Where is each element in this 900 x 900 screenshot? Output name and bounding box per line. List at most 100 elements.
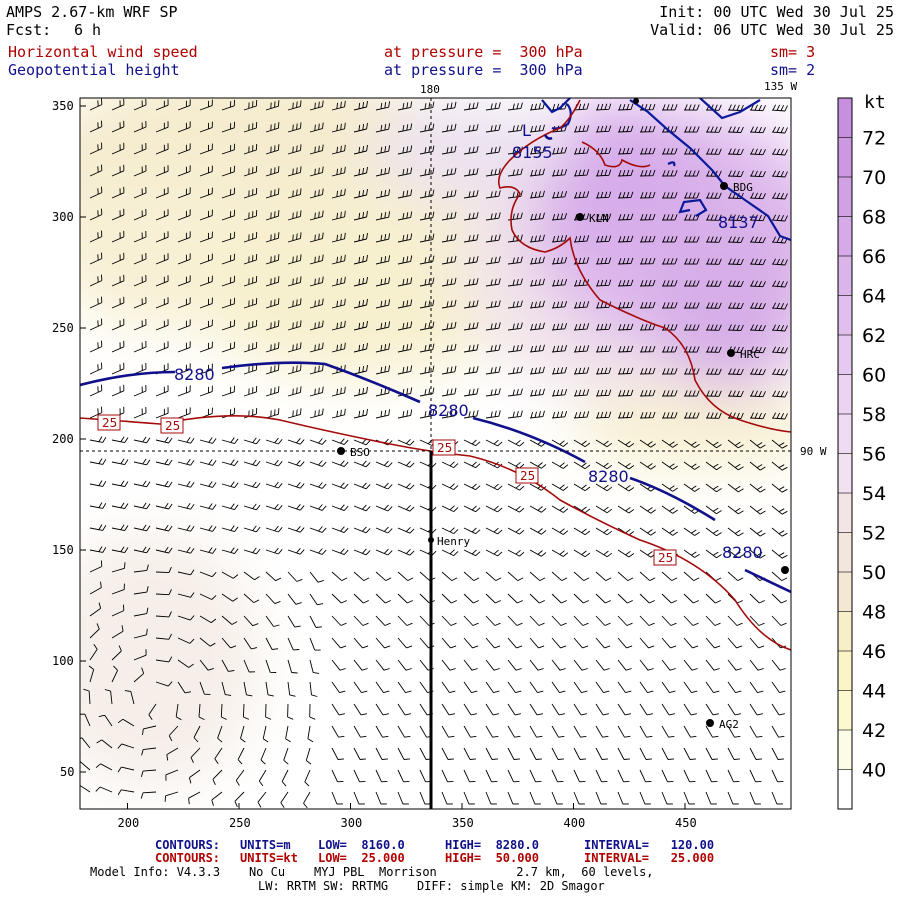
model-title: AMPS 2.67-km WRF SP <box>6 3 178 21</box>
x-tick-label: 300 <box>341 816 363 830</box>
colorbar-swatch <box>838 532 852 573</box>
colorbar-tick-label: 50 <box>862 562 886 584</box>
contour1-low: LOW= 8160.0 <box>318 838 405 852</box>
colorbar-unit: kt <box>864 92 886 113</box>
colorbar-swatch <box>838 374 852 415</box>
colorbar-tick-label: 60 <box>862 365 886 387</box>
colorbar-swatch <box>838 690 852 731</box>
field2-smoothing: sm= 2 <box>770 61 816 79</box>
station-marker <box>727 349 735 357</box>
station-label: KLN <box>589 212 609 225</box>
colorbar-swatch <box>838 769 852 810</box>
colorbar-swatch <box>838 137 852 178</box>
y-tick-label: 350 <box>52 99 74 113</box>
contour2-low: LOW= 25.000 <box>318 851 405 865</box>
colorbar-swatch <box>838 335 852 375</box>
wind-speed-contours <box>80 99 791 651</box>
colorbar-swatch <box>838 216 852 257</box>
colorbar-tick-label: 64 <box>862 286 886 308</box>
colorbar-swatch <box>838 651 852 691</box>
coastline <box>541 98 791 242</box>
station-label: HRC <box>740 348 760 361</box>
x-tick-label: 200 <box>118 816 140 830</box>
x-tick-label: 350 <box>452 816 474 830</box>
field1-smoothing: sm= 3 <box>770 43 816 61</box>
station-label: BDG <box>733 181 753 194</box>
field2-level: at pressure = 300 hPa <box>384 61 583 79</box>
wind-speed-shading <box>80 98 791 809</box>
contour2-label: CONTOURS: <box>155 851 221 865</box>
colorbar-tick-label: 58 <box>862 404 886 426</box>
height-low-label: L <box>522 121 531 140</box>
contour1-high: HIGH= 8280.0 <box>445 838 539 852</box>
axes: 200 250 300 350 400 450 350 300 250 200 150 100 50 <box>52 99 697 830</box>
field2-name: Geopotential height <box>8 61 180 79</box>
height-label: 8137 <box>718 213 759 232</box>
forecast-label: Fcst: <box>6 21 52 39</box>
station-marker <box>720 182 728 190</box>
colorbar-tick-label: 42 <box>862 720 886 742</box>
station-marker <box>781 566 789 574</box>
model-info-line1: Model Info: V4.3.3 No Cu MYJ PBL Morriso… <box>90 865 654 879</box>
longitude-labels: 180 135 W 90 W <box>420 80 827 458</box>
colorbar-tick-label: 62 <box>862 325 886 347</box>
colorbar-swatch <box>838 453 852 494</box>
stations: KLN BDG HRC BSO Henry AG2 <box>337 98 789 731</box>
station-label: BSO <box>350 446 370 459</box>
height-label: 8280 <box>428 401 469 420</box>
contour2-high: HIGH= 50.000 <box>445 851 539 865</box>
height-labels: 8280 8280 8280 8280 8155 8137 L <box>174 121 763 562</box>
speed-label: 25 <box>658 551 673 565</box>
speed-label: 25 <box>165 419 180 433</box>
colorbar-tick-label: 72 <box>862 128 886 150</box>
forecast-value: 6 h <box>74 21 102 39</box>
colorbar-tick-label: 46 <box>862 641 886 663</box>
speed-label: 25 <box>520 469 535 483</box>
height-label: 8280 <box>722 543 763 562</box>
colorbar-tick-label: 48 <box>862 602 886 624</box>
colorbar-tick-label: 44 <box>862 681 886 703</box>
colorbar-tick-label: 68 <box>862 207 886 229</box>
speed-label: 25 <box>102 416 117 430</box>
barb-field <box>80 98 788 809</box>
colorbar-swatch <box>838 493 852 533</box>
height-label: 8280 <box>174 365 215 384</box>
plot-frame <box>79 97 792 810</box>
station-marker <box>633 98 639 104</box>
x-tick-label: 400 <box>564 816 586 830</box>
height-label: 8155 <box>512 143 553 162</box>
speed-label: 25 <box>437 441 452 455</box>
contour1-label: CONTOURS: <box>155 838 221 852</box>
colorbar-tick-label: 40 <box>862 760 886 782</box>
colorbar: kt 72 70 68 66 64 62 60 58 56 54 52 50 48 46 44 42 40 <box>837 92 886 810</box>
station-marker <box>576 213 584 221</box>
colorbar-tick-label: 52 <box>862 523 886 545</box>
colorbar-tick-label: 70 <box>862 167 886 189</box>
colorbar-swatch <box>838 177 852 217</box>
wind-barbs <box>80 98 788 809</box>
y-tick-label: 200 <box>52 432 74 446</box>
colorbar-swatch <box>838 256 852 296</box>
field1-level: at pressure = 300 hPa <box>384 43 583 61</box>
station-label: Henry <box>437 535 470 548</box>
colorbar-swatch <box>838 572 852 612</box>
colorbar-swatch <box>838 730 852 770</box>
lon-label-right: 90 W <box>800 445 827 458</box>
colorbar-swatch <box>838 98 852 138</box>
colorbar-tick-label: 66 <box>862 246 886 268</box>
contour1-interval: INTERVAL= 120.00 <box>584 838 715 852</box>
y-tick-label: 50 <box>60 765 74 779</box>
colorbar-swatch <box>838 611 852 652</box>
y-tick-label: 300 <box>52 210 74 224</box>
height-contours <box>80 134 791 594</box>
y-tick-label: 250 <box>52 321 74 335</box>
lon-label-top: 180 <box>420 83 440 96</box>
station-marker <box>428 537 434 543</box>
model-info-line2: LW: RRTM SW: RRTMG DIFF: simple KM: 2D S… <box>258 879 605 893</box>
valid-time: Valid: 06 UTC Wed 30 Jul 25 <box>650 21 894 39</box>
field1-name: Horizontal wind speed <box>8 43 198 61</box>
station-label: AG2 <box>719 718 739 731</box>
lon-label-top-right: 135 W <box>764 80 797 93</box>
colorbar-tick-label: 54 <box>862 483 886 505</box>
